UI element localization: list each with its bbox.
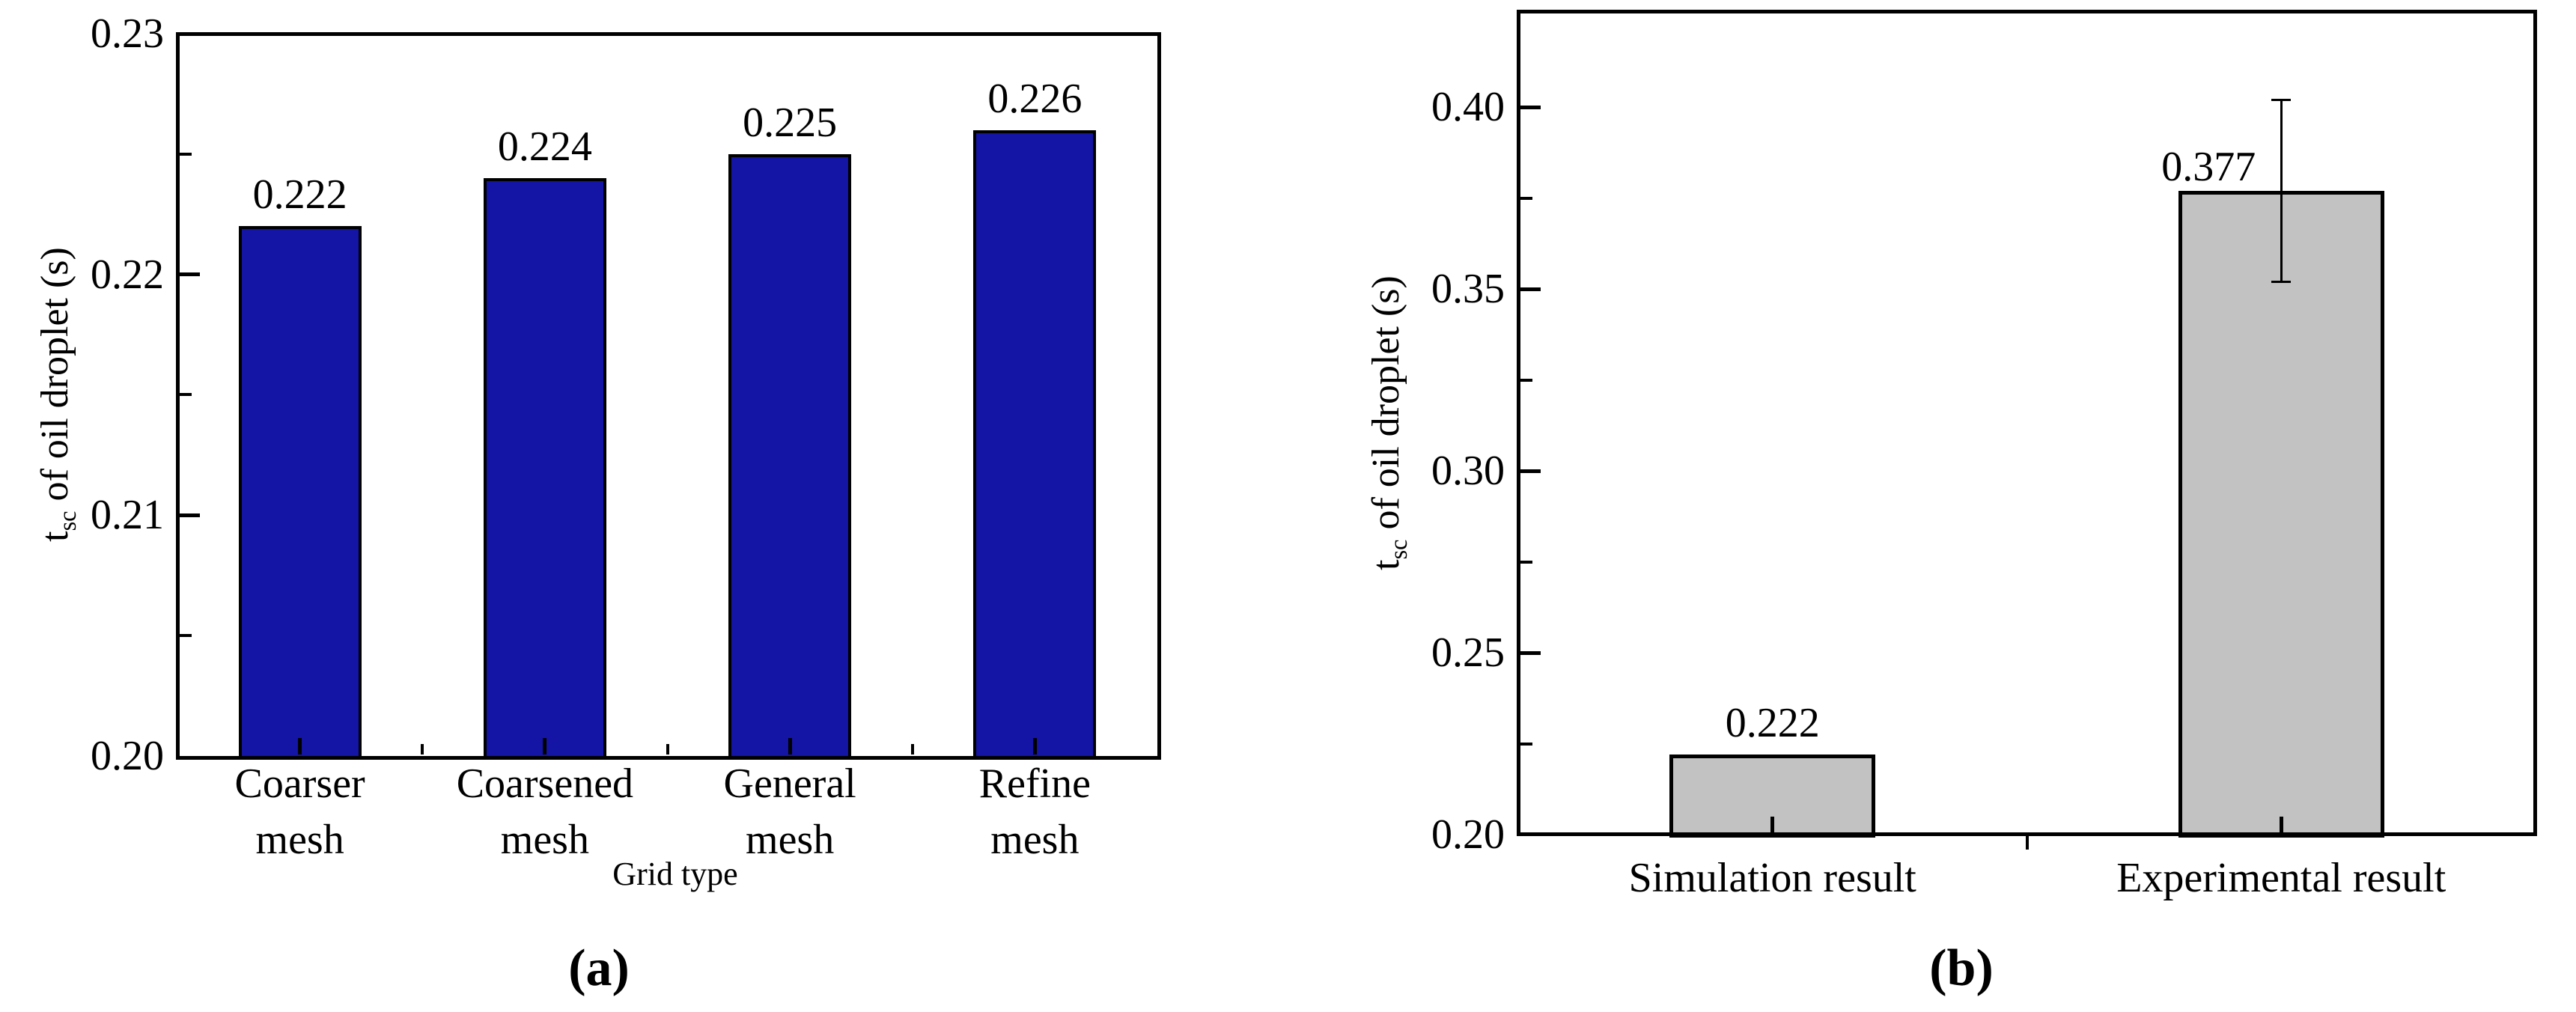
plot-frame [176,32,1161,760]
y-axis-title-b-sub: sc [1385,539,1413,560]
y-tick-label: 0.20 [91,733,164,779]
plot-frame [1517,10,2537,836]
y-tick-major [1520,287,1541,291]
x-tick-major [1032,738,1037,755]
y-tick-minor [1520,560,1532,564]
y-axis-title-a-post: of oil droplet (s) [33,247,76,511]
y-tick-label: 0.25 [1431,630,1505,676]
x-tick-minor [2025,836,2029,850]
bar-value-label: 0.222 [252,171,347,219]
bar-coarsened-mesh [483,177,606,759]
bar-coarser-mesh [238,226,362,759]
x-tick-minor [666,744,669,755]
y-tick-major [180,513,200,517]
x-tick-major [2279,817,2283,833]
y-tick-label: 0.20 [1431,811,1505,858]
y-tick-major [1520,105,1541,109]
error-bar-cap-bottom [2271,281,2292,284]
x-axis-title-a: Grid type [612,856,738,892]
x-category-label: Coarsened mesh [456,760,634,863]
x-tick-major [1770,817,1775,833]
bar-experimental-result [2178,190,2384,838]
y-axis-title-a-pre: t [33,531,76,542]
x-category-label: Experimental result [2116,855,2446,901]
y-tick-minor [1520,196,1532,200]
y-tick-major [1520,650,1541,655]
x-category-label: Refine mesh [978,760,1091,863]
y-tick-major [180,272,200,277]
bar-value-label: 0.226 [987,75,1083,122]
panel-caption-a: (a) [568,939,630,997]
y-tick-minor [180,152,192,156]
error-bar-line [2280,100,2283,282]
x-tick-major [298,738,302,755]
x-tick-major [788,738,792,755]
y-tick-minor [180,393,192,397]
y-axis-title-b-pre: t [1364,559,1407,570]
y-tick-label: 0.23 [91,10,164,57]
y-tick-label: 0.21 [91,492,164,539]
x-tick-major [543,738,547,755]
y-axis-title-b: tsc of oil droplet (s) [1364,275,1418,570]
y-axis-title-a-sub: sc [54,510,82,531]
bar-value-label: 0.224 [497,123,592,170]
panel-caption-b: (b) [1929,939,1994,997]
y-axis-title-a: tsc of oil droplet (s) [33,247,87,542]
x-tick-minor [910,744,914,755]
y-axis-title-b-post: of oil droplet (s) [1364,275,1407,540]
y-tick-major [1520,469,1541,473]
x-category-label: Simulation result [1628,855,1916,901]
y-tick-minor [180,634,192,638]
y-tick-label: 0.40 [1431,84,1505,130]
bar-refine-mesh [973,129,1097,759]
y-tick-minor [1520,378,1532,382]
bar-value-label: 0.222 [1725,700,1820,747]
error-bar-cap-top [2271,99,2292,102]
y-tick-label: 0.22 [91,251,164,298]
y-tick-label: 0.30 [1431,448,1505,494]
bar-value-label: 0.225 [743,99,838,146]
x-category-label: Coarser mesh [234,760,365,863]
x-tick-minor [421,744,424,755]
y-tick-minor [1520,742,1532,746]
x-category-label: General mesh [723,760,856,863]
bar-value-label: 0.377 [2161,143,2256,190]
y-tick-label: 0.35 [1431,266,1505,312]
